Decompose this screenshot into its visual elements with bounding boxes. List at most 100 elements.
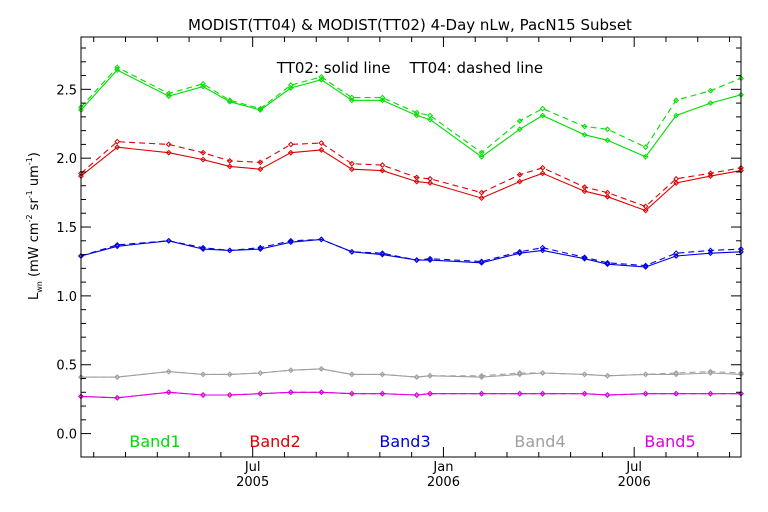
data-point-band2-tt04 xyxy=(200,149,206,156)
series-band1-tt04 xyxy=(78,64,744,156)
data-point-band1-tt04 xyxy=(348,94,355,101)
x-tick-month-label: Jul xyxy=(244,460,261,475)
data-point-band3-tt04 xyxy=(516,248,523,255)
y-axis-label-mid: sr xyxy=(27,198,42,215)
y-axis-label: Lwn (mW cm-2 sr-1 um-1) xyxy=(25,152,44,300)
data-point-band5-tt04 xyxy=(427,390,433,397)
data-point-band5-tt04 xyxy=(707,390,714,397)
series-band4-tt02 xyxy=(78,365,744,381)
series-band3-tt04 xyxy=(78,236,744,269)
series-line-band2-tt04 xyxy=(80,141,742,208)
data-point-band3-tt04 xyxy=(581,254,588,261)
data-point-band1-tt04 xyxy=(707,87,714,94)
data-point-band2-tt02 xyxy=(226,163,233,170)
data-point-band4-tt04 xyxy=(379,371,386,378)
data-point-band4-tt04 xyxy=(318,365,325,372)
data-point-band4-tt04 xyxy=(642,371,649,378)
chart-title: MODIST(TT04) & MODIST(TT02) 4-Day nLw, P… xyxy=(188,16,632,34)
y-axis-label-mid2: um xyxy=(27,165,42,190)
data-point-band3-tt02 xyxy=(673,253,680,259)
data-point-band3-tt04 xyxy=(257,244,264,251)
data-point-band1-tt02 xyxy=(539,112,546,119)
data-point-band5-tt04 xyxy=(379,390,386,397)
data-point-band3-tt04 xyxy=(287,237,294,244)
data-point-band2-tt04 xyxy=(114,138,121,145)
data-point-band4-tt04 xyxy=(707,368,714,375)
series-band1-tt02 xyxy=(78,67,744,160)
data-point-band5-tt04 xyxy=(539,390,546,397)
data-point-band2-tt04 xyxy=(478,189,485,196)
x-tick-year-label: 2006 xyxy=(618,475,651,490)
data-point-band2-tt04 xyxy=(287,141,294,148)
data-point-band3-tt04 xyxy=(165,237,172,244)
data-point-band5-tt04 xyxy=(165,389,172,396)
data-point-band5-tt04 xyxy=(642,390,649,397)
data-point-band4-tt04 xyxy=(348,371,355,378)
data-point-band3-tt02 xyxy=(539,247,546,254)
legend-item-band5: Band5 xyxy=(644,432,695,451)
y-tick-label: 0.0 xyxy=(56,428,77,443)
plot-frame xyxy=(80,36,742,458)
data-point-band4-tt04 xyxy=(604,372,611,379)
data-point-band2-tt02 xyxy=(348,166,355,173)
data-point-band3-tt04 xyxy=(673,250,680,257)
data-point-band2-tt04 xyxy=(379,162,386,168)
data-point-band1-tt04 xyxy=(516,118,523,124)
data-point-band1-tt02 xyxy=(348,97,355,104)
data-point-band4-tt04 xyxy=(427,372,433,379)
data-point-band1-tt04 xyxy=(226,97,233,104)
data-point-band2-tt04 xyxy=(348,160,355,167)
series-band5-tt04 xyxy=(78,389,744,401)
data-point-band1-tt04 xyxy=(257,105,264,112)
series-band2-tt02 xyxy=(78,144,744,214)
data-point-band3-tt04 xyxy=(348,248,355,255)
series-band2-tt04 xyxy=(78,138,744,210)
data-point-band2-tt04 xyxy=(581,184,588,191)
data-point-band2-tt02 xyxy=(287,149,294,156)
series-line-band3-tt04 xyxy=(80,238,742,267)
data-point-band5-tt04 xyxy=(257,390,264,397)
data-point-band3-tt04 xyxy=(379,250,386,257)
data-point-band1-tt02 xyxy=(478,153,485,160)
data-point-band1-tt02 xyxy=(318,76,325,83)
y-axis: 0.0 0.5 1.0 1.5 2.0 2.5 xyxy=(56,47,741,443)
data-point-band2-tt04 xyxy=(165,141,172,148)
y-axis-label-units: (mW cm xyxy=(27,222,42,277)
data-point-band2-tt04 xyxy=(673,175,680,182)
data-point-band1-tt04 xyxy=(287,82,294,89)
data-point-band3-tt04 xyxy=(226,247,233,254)
data-point-band1-tt04 xyxy=(427,112,433,119)
data-point-band1-tt04 xyxy=(114,64,121,71)
data-point-band4-tt04 xyxy=(257,370,264,376)
data-point-band1-tt02 xyxy=(581,131,588,138)
data-point-band2-tt02 xyxy=(642,207,649,214)
data-point-band1-tt04 xyxy=(165,90,172,97)
data-point-band2-tt02 xyxy=(478,195,485,202)
data-point-band2-tt02 xyxy=(707,173,714,179)
data-point-band1-tt04 xyxy=(581,123,588,130)
data-point-band1-tt02 xyxy=(165,93,172,100)
series-line-band1-tt04 xyxy=(80,66,742,154)
data-point-band4-tt04 xyxy=(200,371,206,378)
y-axis-label-close: ) xyxy=(27,152,42,157)
data-point-band3-tt04 xyxy=(707,247,714,254)
data-point-band2-tt02 xyxy=(673,180,680,186)
data-point-band4-tt04 xyxy=(673,370,680,376)
y-axis-label-sup1: -2 xyxy=(25,214,34,222)
data-point-band5-tt04 xyxy=(287,389,294,396)
x-tick-month-label: Jan xyxy=(432,460,453,475)
data-point-band3-tt04 xyxy=(318,236,325,243)
data-point-band4-tt04 xyxy=(165,368,172,375)
data-point-band5-tt04 xyxy=(516,390,523,397)
y-tick-label: 0.5 xyxy=(56,359,77,374)
series-line-band4-tt02 xyxy=(81,368,742,378)
data-point-band3-tt04 xyxy=(539,244,546,251)
data-point-band2-tt02 xyxy=(200,156,206,163)
data-point-band1-tt04 xyxy=(379,94,386,101)
data-point-band4-tt04 xyxy=(287,367,294,374)
x-tick-year-label: 2005 xyxy=(236,475,269,490)
data-point-band2-tt02 xyxy=(539,170,546,177)
data-point-band3-tt02 xyxy=(707,250,714,257)
data-point-band5-tt04 xyxy=(200,392,206,398)
